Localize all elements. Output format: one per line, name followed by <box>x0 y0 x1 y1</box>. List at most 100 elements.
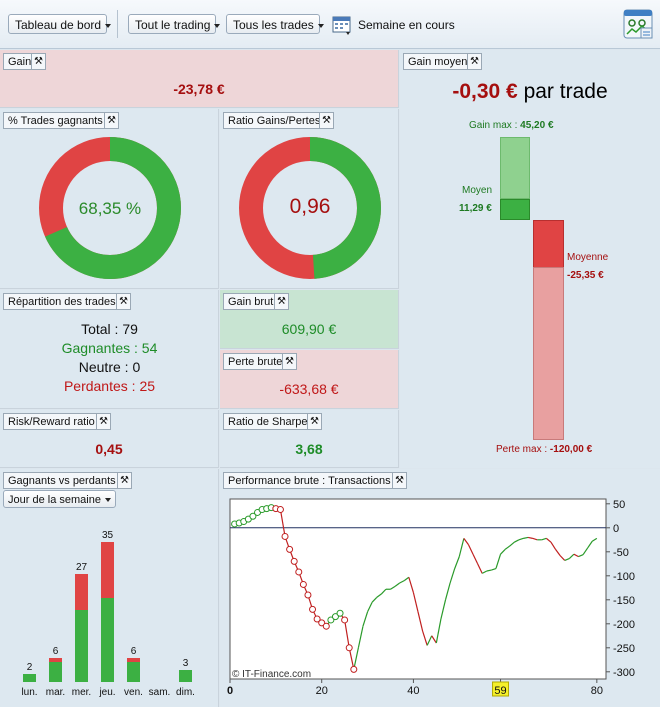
performance-panel: Performance brute : Transactions ⚒ 50 0 -5… <box>220 469 660 707</box>
repartition-total: Total : 79 <box>0 320 218 339</box>
perte-max-label: Perte max : <box>496 444 548 455</box>
y-tick-label: -250 <box>613 643 635 655</box>
bar-gagnants <box>49 662 62 682</box>
gain-max-caption: Gain max : 45,20 € <box>469 120 554 131</box>
performance-line-segment <box>399 580 405 584</box>
performance-line-segment <box>367 601 373 613</box>
performance-line-segment <box>514 539 520 543</box>
y-tick-label: 0 <box>613 523 619 535</box>
calendar-icon[interactable] <box>332 14 354 36</box>
performance-line-segment <box>546 537 552 543</box>
wrench-icon[interactable]: ⚒ <box>96 413 111 430</box>
transaction-point <box>350 665 358 673</box>
gain-value: -23,78 € <box>173 81 225 97</box>
transaction-point <box>290 557 298 565</box>
chevron-down-icon <box>317 23 324 28</box>
wrench-icon[interactable]: ⚒ <box>116 293 131 310</box>
wrench-icon[interactable]: ⚒ <box>282 353 297 370</box>
trades-gagnants-value: 68,35 % <box>78 199 142 218</box>
gain-brut-title: Gain brut <box>223 293 279 310</box>
bar-gagnants <box>179 670 192 682</box>
performance-line-segment <box>472 553 479 565</box>
transaction-point <box>327 616 335 624</box>
x-tick-label: 40 <box>407 685 419 697</box>
performance-line-segment <box>532 537 538 541</box>
chevron-down-icon <box>105 23 112 28</box>
trading-dropdown[interactable]: Tout le trading <box>128 14 221 34</box>
y-tick-label: 50 <box>613 499 625 511</box>
performance-line-segment <box>344 619 350 648</box>
transaction-point <box>286 545 294 553</box>
performance-line-segment <box>578 554 584 558</box>
trades-gagnants-title: % Trades gagnants <box>3 112 108 129</box>
performance-line-segment <box>495 554 502 569</box>
performance-line-segment <box>357 626 364 648</box>
day-of-week-dropdown[interactable]: Jour de la semaine <box>3 490 116 508</box>
gain-moyen-headline-value: -0,30 € <box>452 80 518 103</box>
wrench-icon[interactable]: ⚒ <box>117 472 132 489</box>
trading-dropdown-label: Tout le trading <box>135 18 211 32</box>
performance-line-segment <box>587 540 593 549</box>
performance-line-segment <box>591 537 598 542</box>
bar-total-label: 6 <box>131 646 137 657</box>
gain-max-label: Gain max : <box>469 120 518 131</box>
repartition-panel: Répartition des trades ⚒ Total : 79 Gagn… <box>0 290 219 409</box>
bar-total-label: 27 <box>76 562 88 573</box>
gain-moyen-headline-suffix: par trade <box>523 80 608 103</box>
wrench-icon[interactable]: ⚒ <box>274 293 289 310</box>
period-label[interactable]: Semaine en cours <box>358 18 455 32</box>
performance-line-segment <box>376 593 382 598</box>
moyenne-label: Moyenne <box>567 252 609 263</box>
wrench-icon[interactable]: ⚒ <box>104 112 119 129</box>
performance-line-segment <box>390 585 396 590</box>
wrench-icon[interactable]: ⚒ <box>307 413 322 430</box>
performance-line-segment <box>417 611 424 632</box>
y-tick-label: -50 <box>613 547 629 559</box>
performance-line-segment <box>449 568 456 584</box>
perte-max-bar <box>533 267 564 440</box>
transaction-point <box>336 609 344 617</box>
moyenne-loss-bar <box>533 220 564 268</box>
moyen-value: 11,29 € <box>459 203 492 214</box>
wrench-icon[interactable]: ⚒ <box>319 112 334 129</box>
performance-line-segment <box>467 544 474 555</box>
performance-line-segment <box>463 538 469 545</box>
wrench-icon[interactable]: ⚒ <box>467 53 482 70</box>
plot-area <box>229 498 607 680</box>
performance-line-segment <box>573 553 579 558</box>
wrench-icon[interactable]: ⚒ <box>392 472 407 489</box>
gain-moyen-headline: -0,30 € par trade <box>400 80 660 104</box>
performance-line-segment <box>541 537 547 541</box>
settings-icon[interactable] <box>622 8 654 40</box>
watermark: © IT-Finance.com <box>232 669 312 680</box>
performance-line-segment <box>362 611 369 627</box>
y-tick-label: -100 <box>613 571 635 583</box>
gain-max-value: 45,20 € <box>520 120 554 131</box>
y-tick-label: -150 <box>613 595 635 607</box>
transaction-point <box>341 616 349 624</box>
wrench-icon[interactable]: ⚒ <box>31 53 46 70</box>
dashboard-dropdown[interactable]: Tableau de bord <box>8 14 112 34</box>
donut-green-ring <box>39 137 181 279</box>
toolbar: Tableau de bord Tout le trading Tous les… <box>0 0 660 49</box>
performance-line-segment <box>555 549 561 556</box>
gagnants-vs-perdants-chart: 2 lun. 6 mar. 27 mer. 35 jeu. 6 ven. sam. 3 dim. <box>21 530 195 698</box>
perte-max-value: -120,00 € <box>549 444 593 455</box>
gagnantes-label: Gagnantes : <box>61 340 138 356</box>
risk-reward-panel: Risk/Reward ratio ⚒ 0,45 <box>0 410 219 468</box>
bar-gagnants <box>75 610 88 682</box>
gain-brut-value: 609,90 € <box>281 321 337 337</box>
repartition-neutre: Neutre : 0 <box>0 358 218 377</box>
perte-brute-title: Perte brute <box>223 353 288 370</box>
ratio-donut <box>239 137 381 279</box>
performance-chart: 50 0 -50 -100 -150 -200 -250 -300 0 20 40 59 80 <box>227 498 635 697</box>
trades-dropdown[interactable]: Tous les trades <box>226 14 324 34</box>
gain-moyen-title: Gain moyen <box>403 53 473 70</box>
bar-total-label: 3 <box>183 658 189 669</box>
total-value: 79 <box>122 321 138 337</box>
x-highlight-marker <box>492 681 510 697</box>
sharpe-title: Ratio de Sharpe <box>223 413 313 430</box>
gain-max-bar <box>500 137 530 199</box>
transaction-point <box>322 622 330 630</box>
performance-line-segment <box>481 570 488 574</box>
